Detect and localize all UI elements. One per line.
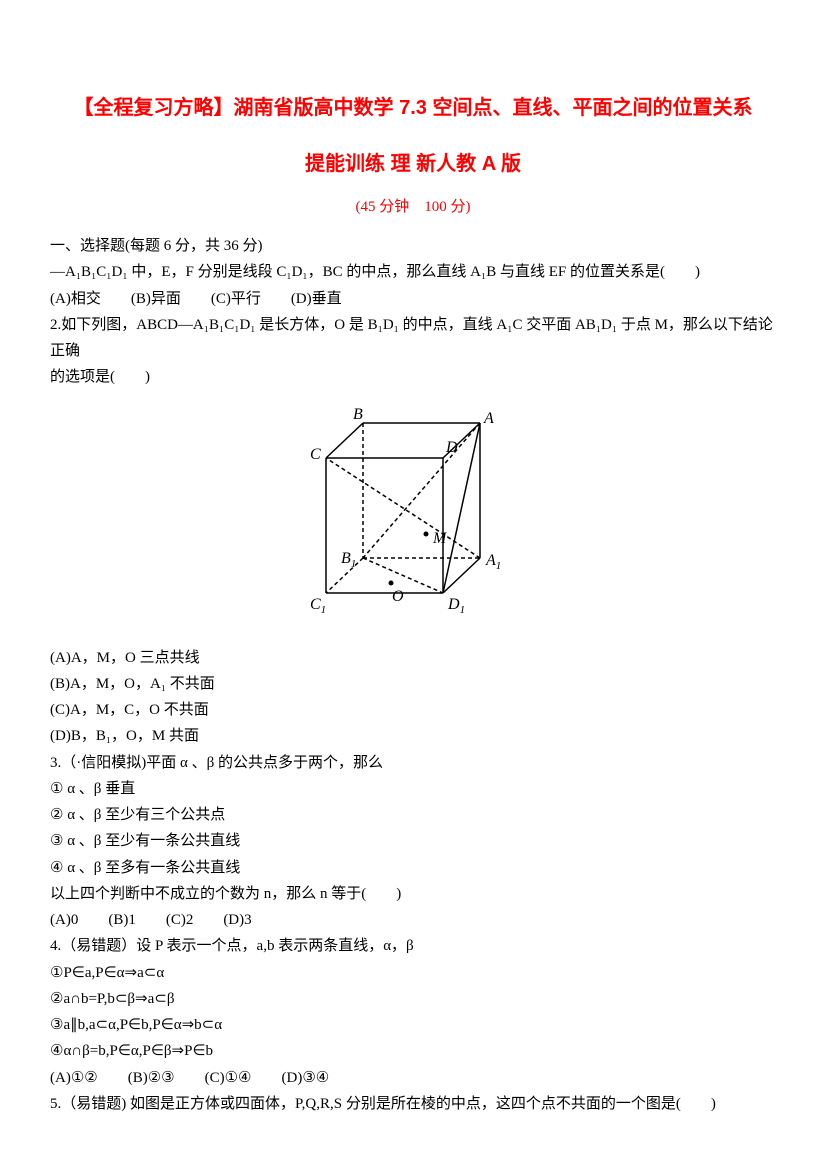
q2-line2: 的选项是( ) xyxy=(50,364,776,390)
svg-text:O: O xyxy=(392,588,404,605)
q3-line: 3.（·信阳模拟)平面 α 、β 的公共点多于两个，那么 xyxy=(50,750,776,776)
q1-line: —A₁B₁C₁D₁ 中，E，F 分别是线段 C₁D₁，BC 的中点，那么直线 A… xyxy=(50,259,776,285)
q3-end: 以上四个判断中不成立的个数为 n，那么 n 等于( ) xyxy=(50,881,776,907)
svg-text:A: A xyxy=(483,410,494,427)
q4-3: ③a∥b,a⊂α,P∈b,P∈α⇒b⊂α xyxy=(50,1012,776,1038)
q5-line: 5.（易错题) 如图是正方体或四面体，P,Q,R,S 分别是所在棱的中点，这四个… xyxy=(50,1091,776,1117)
q2-optD: (D)B，B₁，O，M 共面 xyxy=(50,723,776,749)
svg-text:D1: D1 xyxy=(447,596,465,616)
q3-3: ③ α 、β 至少有一条公共直线 xyxy=(50,828,776,854)
q4-line: 4.（易错题）设 P 表示一个点，a,b 表示两条直线，α，β xyxy=(50,933,776,959)
q4-2: ②a∩b=P,b⊂β⇒a⊂β xyxy=(50,986,776,1012)
q2-optB: (B)A，M，O，A₁ 不共面 xyxy=(50,671,776,697)
cube-diagram: B A C D B1 A1 C1 D1 M O xyxy=(288,403,538,633)
q3-4: ④ α 、β 至多有一条公共直线 xyxy=(50,855,776,881)
time-info: (45 分钟 100 分) xyxy=(50,194,776,221)
svg-text:A1: A1 xyxy=(485,552,501,572)
svg-text:C1: C1 xyxy=(310,596,326,616)
svg-text:D: D xyxy=(445,439,458,456)
q4-1: ①P∈a,P∈α⇒a⊂α xyxy=(50,960,776,986)
q3-2: ② α 、β 至少有三个公共点 xyxy=(50,802,776,828)
q2-line1: 2.如下列图，ABCD—A₁B₁C₁D₁ 是长方体，O 是 B₁D₁ 的中点，直… xyxy=(50,312,776,365)
q2-optA: (A)A，M，O 三点共线 xyxy=(50,645,776,671)
sub-title: 提能训练 理 新人教 A 版 xyxy=(50,146,776,182)
svg-text:C: C xyxy=(310,446,321,463)
q4-4: ④α∩β=b,P∈α,P∈β⇒P∈b xyxy=(50,1038,776,1064)
content-body: 一、选择题(每题 6 分，共 36 分) —A₁B₁C₁D₁ 中，E，F 分别是… xyxy=(50,233,776,1117)
section-one: 一、选择题(每题 6 分，共 36 分) xyxy=(50,233,776,259)
q3-options: (A)0 (B)1 (C)2 (D)3 xyxy=(50,907,776,933)
svg-text:B1: B1 xyxy=(341,550,356,570)
q2-optC: (C)A，M，C，O 不共面 xyxy=(50,697,776,723)
q3-1: ① α 、β 垂直 xyxy=(50,776,776,802)
svg-text:B: B xyxy=(353,406,363,423)
svg-text:M: M xyxy=(432,530,448,547)
main-title: 【全程复习方略】湖南省版高中数学 7.3 空间点、直线、平面之间的位置关系 xyxy=(50,90,776,126)
q4-options: (A)①② (B)②③ (C)①④ (D)③④ xyxy=(50,1065,776,1091)
q1-options: (A)相交 (B)异面 (C)平行 (D)垂直 xyxy=(50,286,776,312)
